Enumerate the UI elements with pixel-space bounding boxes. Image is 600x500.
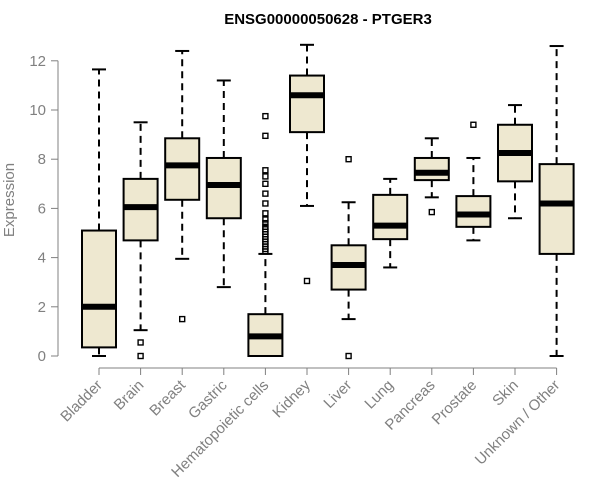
y-tick-label: 10	[29, 102, 46, 119]
box-unknown-other	[538, 45, 575, 357]
y-tick-label: 6	[38, 200, 46, 217]
y-tick-label: 8	[38, 151, 46, 168]
box-skin	[497, 104, 533, 220]
x-tick-label: Liver	[320, 377, 355, 412]
box-lung	[372, 177, 409, 269]
y-axis: 0 2 4 6 8 10 12	[29, 53, 59, 365]
box-liver	[330, 155, 367, 360]
box-breast	[164, 49, 201, 323]
box-bladder	[81, 68, 117, 357]
outlier-point	[303, 277, 311, 285]
iqr-box	[164, 137, 201, 201]
x-tick-label: Kidney	[269, 376, 314, 421]
x-tick-label: Skin	[489, 377, 522, 410]
y-tick-label: 4	[38, 250, 46, 267]
outlier-point	[262, 200, 269, 207]
box-hematopoietic-cells	[247, 112, 284, 357]
iqr-box	[538, 163, 575, 255]
iqr-box	[372, 193, 409, 241]
outlier-point	[262, 223, 269, 231]
outlier-point	[345, 352, 352, 360]
outlier-point	[262, 216, 269, 223]
iqr-box	[413, 156, 450, 182]
x-tick-label: Bladder	[57, 377, 106, 426]
y-tick-label: 2	[38, 299, 46, 316]
box-prostate	[455, 121, 492, 242]
y-axis-title: Expression	[1, 163, 18, 237]
outlier-point	[262, 173, 269, 180]
outlier-point	[428, 208, 435, 216]
x-tick-label: Breast	[146, 376, 189, 419]
boxes-layer	[81, 43, 575, 360]
outlier-point	[137, 352, 144, 360]
iqr-box	[205, 156, 242, 220]
outlier-point	[262, 219, 269, 227]
outlier-point	[178, 315, 186, 323]
outlier-point	[262, 180, 269, 188]
outlier-point	[262, 112, 269, 120]
y-tick-label: 0	[38, 348, 46, 365]
iqr-box	[81, 229, 117, 349]
outlier-point	[262, 132, 269, 140]
box-brain	[122, 121, 159, 360]
outlier-point	[262, 167, 269, 174]
x-tick-label: Lung	[361, 377, 397, 413]
outlier-point	[262, 210, 269, 217]
y-tick-label: 12	[29, 53, 46, 70]
box-pancreas	[413, 137, 450, 216]
outlier-point	[345, 155, 352, 163]
chart-title: ENSG00000050628 - PTGER3	[224, 11, 432, 28]
outlier-point	[262, 190, 269, 197]
outlier-point	[470, 121, 477, 128]
box-kidney	[289, 43, 325, 285]
outlier-point	[137, 339, 144, 346]
box-gastric	[205, 79, 242, 289]
iqr-box	[455, 195, 492, 228]
x-tick-label: Brain	[111, 377, 148, 414]
x-tick-label: Prostate	[429, 377, 481, 429]
iqr-box	[289, 74, 325, 134]
